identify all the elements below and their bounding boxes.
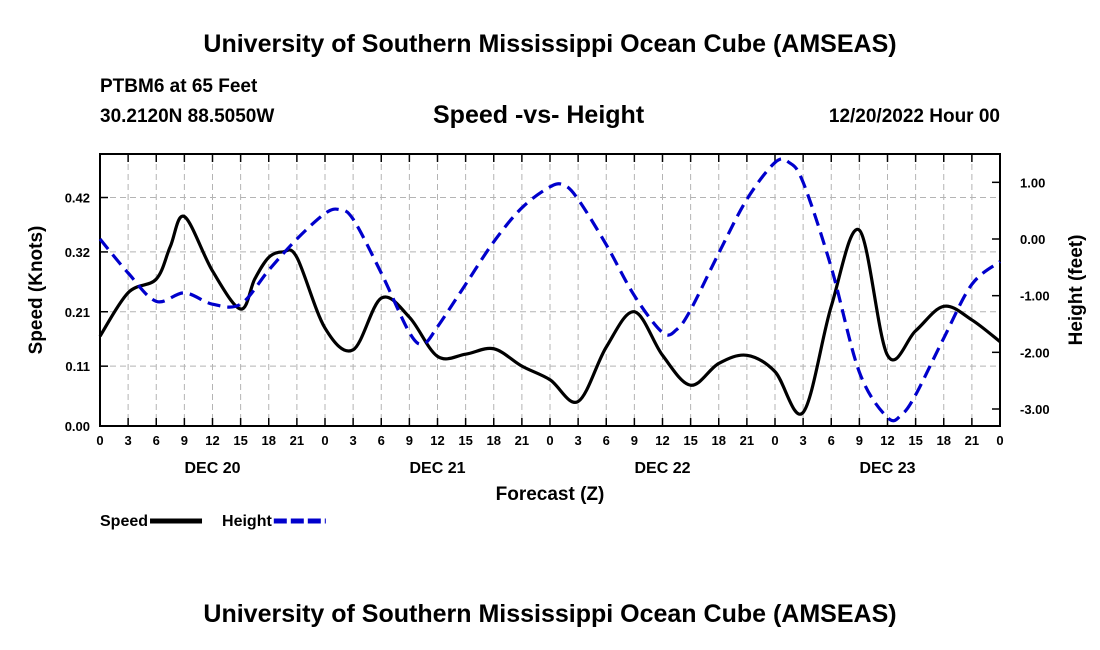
station-coordinates: 30.2120N 88.5050W: [100, 106, 275, 127]
y-tick-label-right: 1.00: [1020, 175, 1045, 190]
x-tick-label: 3: [800, 433, 807, 448]
x-tick-label: 3: [575, 433, 582, 448]
y-tick-label-left: 0.21: [65, 305, 90, 320]
x-tick-label: 6: [378, 433, 385, 448]
x-tick-label: 0: [546, 433, 553, 448]
y-tick-label-left: 0.32: [65, 245, 90, 260]
x-tick-label: 15: [233, 433, 247, 448]
x-tick-label: 9: [181, 433, 188, 448]
x-tick-label: 6: [153, 433, 160, 448]
x-tick-label: 9: [856, 433, 863, 448]
forecast-run-time: 12/20/2022 Hour 00: [828, 106, 1000, 127]
x-tick-label: 15: [458, 433, 472, 448]
y-tick-label-right: 0.00: [1020, 232, 1045, 247]
y-tick-label-left: 0.42: [65, 191, 90, 206]
x-tick-label: 0: [321, 433, 328, 448]
footer-title: University of Southern Mississippi Ocean…: [203, 600, 897, 628]
x-tick-label: 0: [96, 433, 103, 448]
x-tick-label: 18: [712, 433, 726, 448]
x-tick-label: 18: [937, 433, 951, 448]
y-tick-label-right: -3.00: [1020, 402, 1050, 417]
y-tick-label-right: -2.00: [1020, 345, 1050, 360]
x-tick-label: 0: [771, 433, 778, 448]
x-tick-label: 21: [290, 433, 304, 448]
y-tick-label-right: -1.00: [1020, 289, 1050, 304]
y-tick-label-left: 0.00: [65, 419, 90, 434]
day-label: DEC 20: [184, 460, 240, 477]
x-tick-label: 6: [828, 433, 835, 448]
x-tick-label: 0: [996, 433, 1003, 448]
axis-ticks: [99, 154, 1001, 427]
x-tick-label: 3: [125, 433, 132, 448]
axis-labels: 0 3 6 9 12 15 18 21 0 3 6 9 12 15 18 21 0 3 6 9 12 15 18 21 0 3 6 9…: [65, 175, 1050, 477]
day-label: DEC 23: [859, 460, 915, 477]
x-tick-label: 21: [515, 433, 529, 448]
x-tick-label: 12: [880, 433, 894, 448]
x-tick-label: 6: [603, 433, 610, 448]
series-layer: [98, 157, 1002, 423]
x-tick-label: 12: [655, 433, 669, 448]
x-tick-label: 18: [262, 433, 276, 448]
day-label: DEC 21: [409, 460, 465, 477]
day-label: DEC 22: [634, 460, 690, 477]
legend: Speed Height: [100, 513, 326, 530]
chart-title: University of Southern Mississippi Ocean…: [203, 30, 897, 58]
x-tick-label: 9: [631, 433, 638, 448]
x-tick-label: 12: [430, 433, 444, 448]
x-tick-label: 9: [406, 433, 413, 448]
x-axis-title: Forecast (Z): [496, 484, 605, 505]
x-tick-label: 12: [205, 433, 219, 448]
x-tick-label: 15: [683, 433, 697, 448]
chart-subtitle: Speed -vs- Height: [433, 101, 645, 129]
station-label: PTBM6 at 65 Feet: [100, 76, 258, 97]
x-tick-label: 15: [908, 433, 922, 448]
x-tick-label: 21: [740, 433, 754, 448]
x-tick-label: 3: [350, 433, 357, 448]
x-tick-label: 18: [487, 433, 501, 448]
series-line-speed: [98, 214, 1001, 416]
legend-label-speed: Speed: [100, 513, 148, 530]
grid-lines: [100, 154, 1000, 426]
y-tick-label-left: 0.11: [65, 359, 90, 374]
legend-label-height: Height: [222, 513, 272, 530]
y-axis-title-left: Speed (Knots): [26, 226, 47, 355]
x-tick-label: 21: [965, 433, 979, 448]
y-axis-title-right: Height (feet): [1066, 235, 1087, 346]
